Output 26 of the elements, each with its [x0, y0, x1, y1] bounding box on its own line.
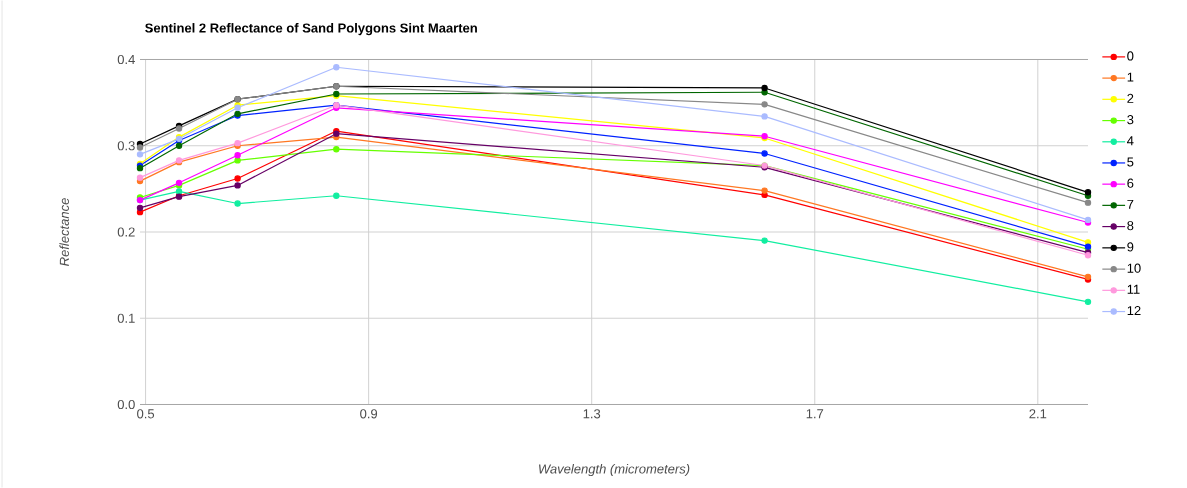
legend-label: 9	[1127, 242, 1134, 252]
legend-label: 7	[1127, 199, 1134, 209]
chart-title: Sentinel 2 Reflectance of Sand Polygons Sint Maarten	[145, 23, 477, 36]
legend-label: 3	[1127, 115, 1134, 125]
x-tick-label: 2.1	[1029, 409, 1047, 419]
y-tick-label: 0.3	[117, 141, 135, 151]
y-tick-label: 0.0	[117, 399, 135, 410]
x-axis-title: Wavelength (micrometers)	[539, 463, 690, 477]
y-axis-title: Reflectance	[59, 198, 69, 266]
x-tick-label: 0.5	[137, 409, 155, 419]
legend-label: 8	[1127, 221, 1134, 231]
x-tick-label: 1.3	[583, 409, 601, 419]
legend-label: 4	[1127, 136, 1134, 146]
x-tick-label: 1.7	[806, 409, 824, 419]
y-tick-label: 0.2	[117, 227, 135, 237]
y-tick-label: 0.4	[117, 54, 135, 65]
legend-label: 6	[1127, 178, 1134, 188]
legend-label: 10	[1127, 263, 1141, 273]
y-tick-label: 0.1	[117, 313, 135, 323]
legend-label: 0	[1127, 51, 1134, 61]
legend-label: 2	[1127, 93, 1134, 103]
legend-label: 5	[1127, 157, 1134, 167]
legend-label: 11	[1127, 284, 1140, 294]
legend-label: 1	[1127, 72, 1134, 82]
legend-label: 12	[1127, 306, 1141, 316]
x-tick-label: 0.9	[360, 409, 378, 419]
